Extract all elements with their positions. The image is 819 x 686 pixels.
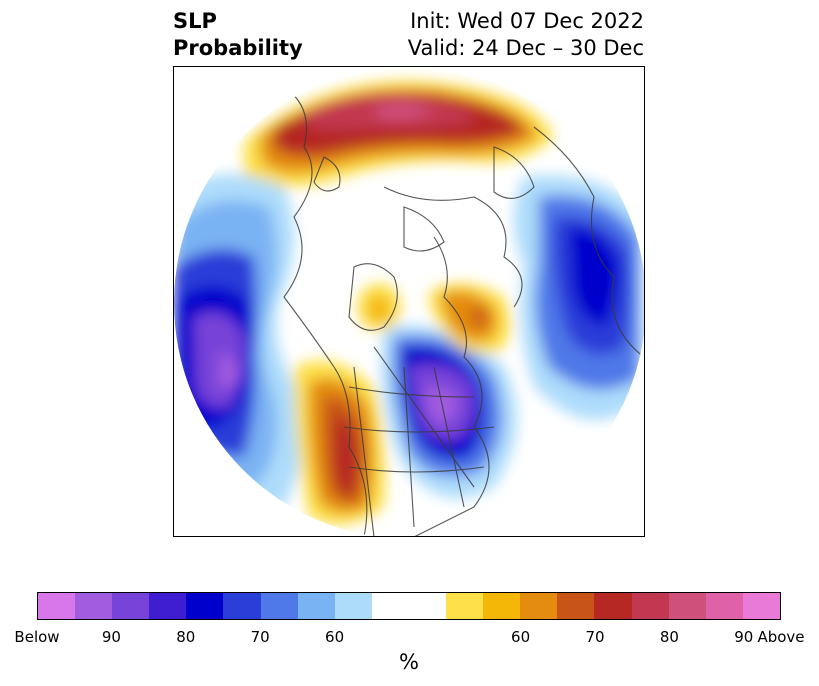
valid-range: Valid: 24 Dec – 30 Dec (407, 36, 644, 60)
colorbar-above-segment (557, 593, 595, 619)
map-title: SLP Probability (173, 8, 303, 62)
colorbar-neutral-segment (371, 593, 447, 619)
contour-fill (174, 67, 644, 536)
colorbar-tick-label: 80 (176, 628, 196, 646)
colorbar-above-segment (631, 593, 669, 619)
colorbar-below-segment (297, 593, 335, 619)
colorbar-below-segment (149, 593, 187, 619)
colorbar-above-segment (705, 593, 743, 619)
colorbar-below-segment (186, 593, 224, 619)
colorbar-above-segment (520, 593, 558, 619)
polar-map (173, 66, 645, 537)
map-dates: Init: Wed 07 Dec 2022 Valid: 24 Dec – 30… (408, 8, 644, 62)
colorbar-above-segment (446, 593, 484, 619)
colorbar-below-segment (38, 593, 76, 619)
title-metric: Probability (173, 36, 303, 60)
colorbar-tick-label: 90 (734, 628, 754, 646)
colorbar-tick-label: 70 (585, 628, 605, 646)
colorbar-tick-label: 60 (325, 628, 345, 646)
probability-map-svg (174, 67, 644, 536)
init-date: Init: Wed 07 Dec 2022 (410, 9, 644, 33)
colorbar-below-segment (223, 593, 261, 619)
title-variable: SLP (173, 9, 217, 33)
colorbar-tick-label: 60 (511, 628, 531, 646)
colorbar-tick-label: Below (14, 628, 60, 646)
colorbar-below-segment (75, 593, 113, 619)
colorbar-below-segment (334, 593, 372, 619)
colorbar-above-segment (742, 593, 780, 619)
colorbar (37, 592, 781, 620)
colorbar-above-segment (594, 593, 632, 619)
colorbar-above-segment (668, 593, 706, 619)
colorbar-below-segment (260, 593, 298, 619)
colorbar-tick-label: 70 (250, 628, 270, 646)
colorbar-unit: % (399, 650, 419, 674)
colorbar-above-segment (483, 593, 521, 619)
colorbar-tick-label: Above (757, 628, 805, 646)
colorbar-tick-label: 80 (659, 628, 679, 646)
colorbar-tick-label: 90 (101, 628, 121, 646)
colorbar-below-segment (112, 593, 150, 619)
